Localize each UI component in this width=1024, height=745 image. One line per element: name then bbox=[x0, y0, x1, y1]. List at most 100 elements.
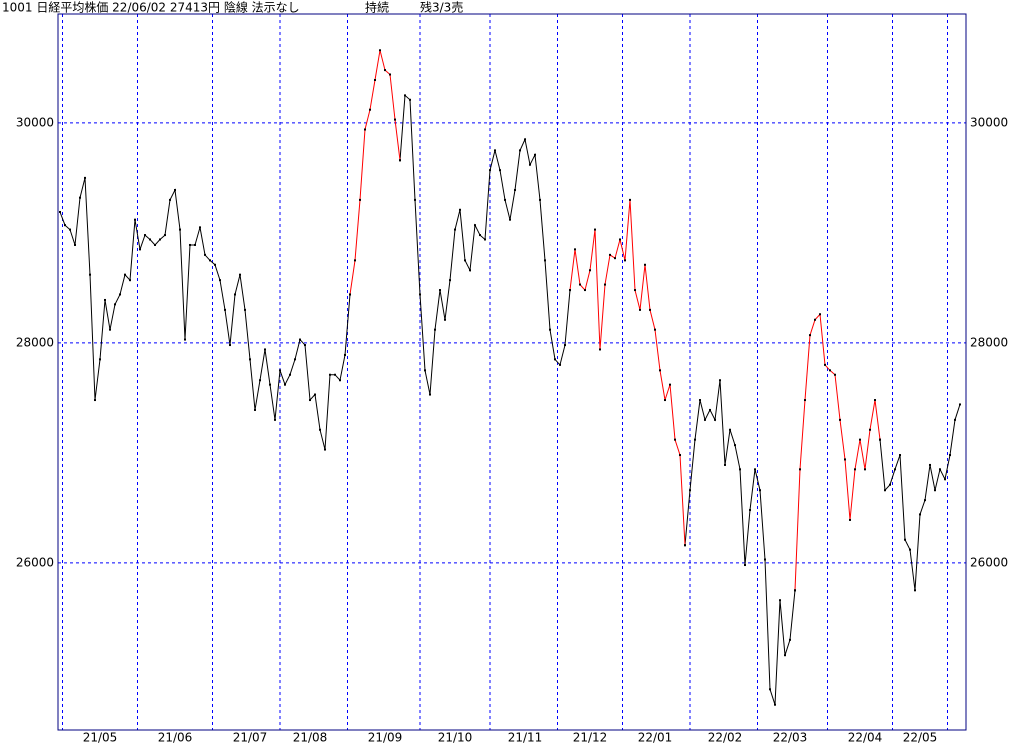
price-dot bbox=[519, 149, 521, 152]
price-dot bbox=[959, 403, 961, 406]
price-dot bbox=[214, 263, 216, 266]
price-dot bbox=[734, 444, 736, 447]
price-dot bbox=[404, 94, 406, 97]
price-dot bbox=[134, 218, 136, 221]
price-dot bbox=[619, 238, 621, 241]
price-dot bbox=[344, 353, 346, 356]
price-dot bbox=[309, 399, 311, 402]
price-dot bbox=[349, 293, 351, 296]
price-dot bbox=[209, 259, 211, 262]
price-dot bbox=[424, 369, 426, 372]
price-dot bbox=[494, 149, 496, 152]
price-dot bbox=[254, 408, 256, 411]
price-dot bbox=[94, 399, 96, 402]
price-dot bbox=[919, 513, 921, 516]
price-dot bbox=[119, 293, 121, 296]
price-dot bbox=[534, 153, 536, 156]
price-dot bbox=[479, 234, 481, 237]
price-dot bbox=[629, 198, 631, 201]
price-dot bbox=[299, 338, 301, 341]
price-dot bbox=[409, 98, 411, 101]
price-dot bbox=[864, 468, 866, 471]
price-dot bbox=[339, 379, 341, 382]
price-dot bbox=[304, 344, 306, 347]
price-dot bbox=[399, 159, 401, 162]
price-dot bbox=[924, 499, 926, 502]
x-tick-label: 21/12 bbox=[573, 731, 608, 745]
price-dot bbox=[374, 78, 376, 81]
price-dot bbox=[164, 234, 166, 237]
price-dot bbox=[814, 318, 816, 321]
price-dot bbox=[489, 169, 491, 172]
price-dot bbox=[884, 489, 886, 492]
chart-title: 1001 日経平均株価 22/06/02 27413円 陰線 法示なし bbox=[2, 0, 300, 15]
price-dot bbox=[259, 379, 261, 382]
y-tick-label: 30000 bbox=[16, 115, 54, 129]
price-dot bbox=[524, 138, 526, 141]
price-dot bbox=[674, 438, 676, 441]
price-dot bbox=[804, 399, 806, 402]
x-tick-label: 21/06 bbox=[158, 731, 193, 745]
x-tick-label: 22/05 bbox=[903, 731, 938, 745]
price-dot bbox=[694, 438, 696, 441]
price-dot bbox=[854, 468, 856, 471]
x-tick-label: 21/10 bbox=[438, 731, 473, 745]
price-dot bbox=[904, 538, 906, 541]
position-label: 残3/3売 bbox=[420, 0, 463, 15]
x-tick-label: 22/04 bbox=[848, 731, 883, 745]
price-dot bbox=[624, 259, 626, 262]
price-dot bbox=[189, 243, 191, 246]
plot-frame bbox=[57, 13, 967, 731]
price-dot bbox=[174, 188, 176, 191]
price-dot bbox=[839, 418, 841, 421]
price-dot bbox=[609, 253, 611, 256]
y-tick-label: 28000 bbox=[16, 335, 54, 349]
price-dot bbox=[499, 169, 501, 172]
price-dot bbox=[144, 234, 146, 237]
y2-tick-label: 30000 bbox=[970, 115, 1008, 129]
price-dot bbox=[929, 463, 931, 466]
price-dot bbox=[574, 248, 576, 251]
price-dot bbox=[764, 558, 766, 561]
price-dot bbox=[359, 198, 361, 201]
price-dot bbox=[324, 448, 326, 451]
price-dot bbox=[594, 228, 596, 231]
price-dot bbox=[954, 418, 956, 421]
price-dot bbox=[844, 458, 846, 461]
price-dot bbox=[459, 208, 461, 211]
price-dot bbox=[824, 363, 826, 366]
price-dot bbox=[634, 289, 636, 292]
price-dot bbox=[234, 293, 236, 296]
x-tick-label: 21/07 bbox=[233, 731, 268, 745]
price-dot bbox=[559, 363, 561, 366]
price-dot bbox=[444, 318, 446, 321]
price-dot bbox=[644, 263, 646, 266]
price-dot bbox=[769, 688, 771, 691]
price-dot bbox=[434, 328, 436, 331]
x-tick-label: 21/09 bbox=[368, 731, 403, 745]
price-dot bbox=[934, 489, 936, 492]
price-dot bbox=[834, 373, 836, 376]
x-tick-label: 21/05 bbox=[83, 731, 118, 745]
price-dot bbox=[314, 393, 316, 396]
price-dot bbox=[799, 468, 801, 471]
price-dot bbox=[659, 369, 661, 372]
price-dot bbox=[274, 418, 276, 421]
price-dot bbox=[179, 228, 181, 231]
price-dot bbox=[169, 198, 171, 201]
price-dot bbox=[539, 198, 541, 201]
price-dot bbox=[154, 243, 156, 246]
price-dot bbox=[604, 283, 606, 286]
price-dot bbox=[204, 253, 206, 256]
price-dot bbox=[719, 379, 721, 382]
price-dot bbox=[184, 338, 186, 341]
price-dot bbox=[714, 418, 716, 421]
price-dot bbox=[509, 218, 511, 221]
price-dot bbox=[354, 259, 356, 262]
price-dot bbox=[124, 273, 126, 276]
price-dot bbox=[589, 269, 591, 272]
price-dot bbox=[944, 478, 946, 481]
y2-tick-label: 26000 bbox=[970, 555, 1008, 569]
price-dot bbox=[754, 468, 756, 471]
